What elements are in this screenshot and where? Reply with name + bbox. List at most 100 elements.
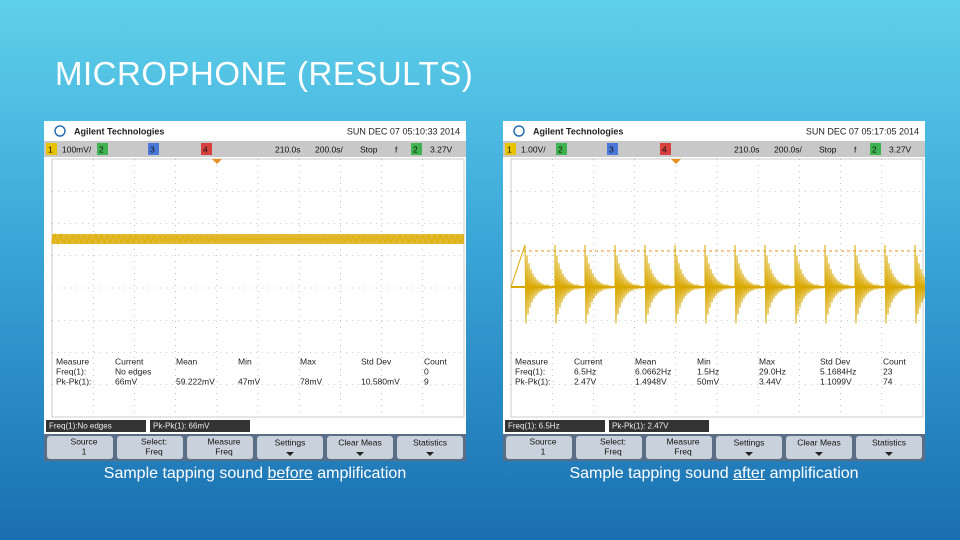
channel-box [660,143,671,155]
softkey-label: Select: [600,436,626,446]
channel-box [148,143,159,155]
caption-emphasis: after [733,465,766,482]
trigger-marker [671,159,681,164]
softkey[interactable] [856,436,922,459]
status-box [609,420,709,432]
softkey-label: Clear Meas [338,437,381,447]
channel-text: 3.27V [889,144,912,154]
waveform [51,232,464,246]
channel-text: 100mV/ [62,144,92,154]
softkey[interactable] [117,436,183,459]
channel-text: 210.0s [275,144,301,154]
table-header: Max [300,356,317,366]
softkey-arrow [356,452,364,456]
table-header: Min [238,356,252,366]
table-cell: Pk-Pk(1): [515,376,550,386]
status-text: Pk-Pk(1): 66mV [153,422,210,431]
channel-box [201,143,212,155]
caption-text: Sample tapping sound [569,465,729,482]
softkey[interactable] [327,436,393,459]
channel-box [411,143,422,155]
softkey-label: Settings [275,437,306,447]
table-cell: 74 [883,376,893,386]
caption-text: Sample tapping sound [103,465,263,482]
caption-text: amplification [769,465,859,482]
table-cell: 6.5Hz [574,366,596,376]
softkey-label: Settings [734,437,765,447]
table-cell: 50mV [697,376,720,386]
header-bar [44,121,466,141]
table-cell: 3.44V [759,376,782,386]
softkey[interactable] [257,436,323,459]
softkey[interactable] [716,436,782,459]
channel-box [97,143,108,155]
table-cell: 10.580mV [361,376,400,386]
channel-text: f [395,144,398,154]
softkey-label: Statistics [872,437,906,447]
table-header: Min [697,356,711,366]
channel-text: 4 [203,144,208,154]
logo [513,125,525,137]
channel-text: Stop [360,144,378,154]
softkey-value: 1 [82,446,87,456]
table-header: Mean [176,356,198,366]
status-text: Freq(1): 6.5Hz [508,422,560,431]
table-header: Std Dev [361,356,392,366]
channel-text: 1 [507,144,512,154]
softkey[interactable] [786,436,852,459]
table-header: Measure [56,356,89,366]
status-text: Freq(1):No edges [49,422,112,431]
channel-text: 1.00V/ [521,144,546,154]
status-box [46,420,146,432]
softkey-label: Source [530,436,557,446]
softkey-bar [44,434,466,461]
softkey-label: Statistics [413,437,447,447]
softkey-arrow [885,452,893,456]
softkey-arrow [745,452,753,456]
status-box [505,420,605,432]
brand: Agilent Technologies [533,126,623,136]
channel-text: 3.27V [430,144,453,154]
waveform [510,244,925,324]
softkey[interactable] [576,436,642,459]
slide-title: MICROPHONE (RESULTS) [55,55,474,92]
channel-box [870,143,881,155]
channel-text: f [854,144,857,154]
softkey-value: Freq [145,446,163,456]
table-cell: 6.0662Hz [635,366,671,376]
scope-screenshot: Agilent Technologies SUN DEC 07 05:10:33 … [44,121,466,461]
table-header: Current [574,356,603,366]
channel-text: 3 [150,144,155,154]
softkey[interactable] [506,436,572,459]
table-cell: 47mV [238,376,261,386]
softkey-bar [503,434,925,461]
softkey-label: Source [71,436,98,446]
logo [54,125,66,137]
channel-text: 2 [413,144,418,154]
softkey-value: Freq [674,446,692,456]
channel-text: 210.0s [734,144,760,154]
table-cell: 0 [424,366,429,376]
table-cell: 1.1099V [820,376,852,386]
channel-text: 3 [609,144,614,154]
table-header: Max [759,356,776,366]
softkey-value: 1 [541,446,546,456]
channel-text: 200.0s/ [315,144,344,154]
table-cell: 9 [424,376,429,386]
softkey[interactable] [47,436,113,459]
table-cell: 23 [883,366,893,376]
table-cell: Freq(1): [515,366,545,376]
channel-box [46,143,57,155]
softkey[interactable] [646,436,712,459]
softkey-label: Clear Meas [797,437,840,447]
softkey[interactable] [187,436,253,459]
datetime: SUN DEC 07 05:17:05 2014 [806,126,919,136]
softkey-value: Freq [604,446,622,456]
caption-text: amplification [317,465,407,482]
table-cell: Freq(1): [56,366,86,376]
table-header: Count [424,356,447,366]
softkey[interactable] [397,436,463,459]
softkey-arrow [286,452,294,456]
softkey-value: Freq [215,446,233,456]
